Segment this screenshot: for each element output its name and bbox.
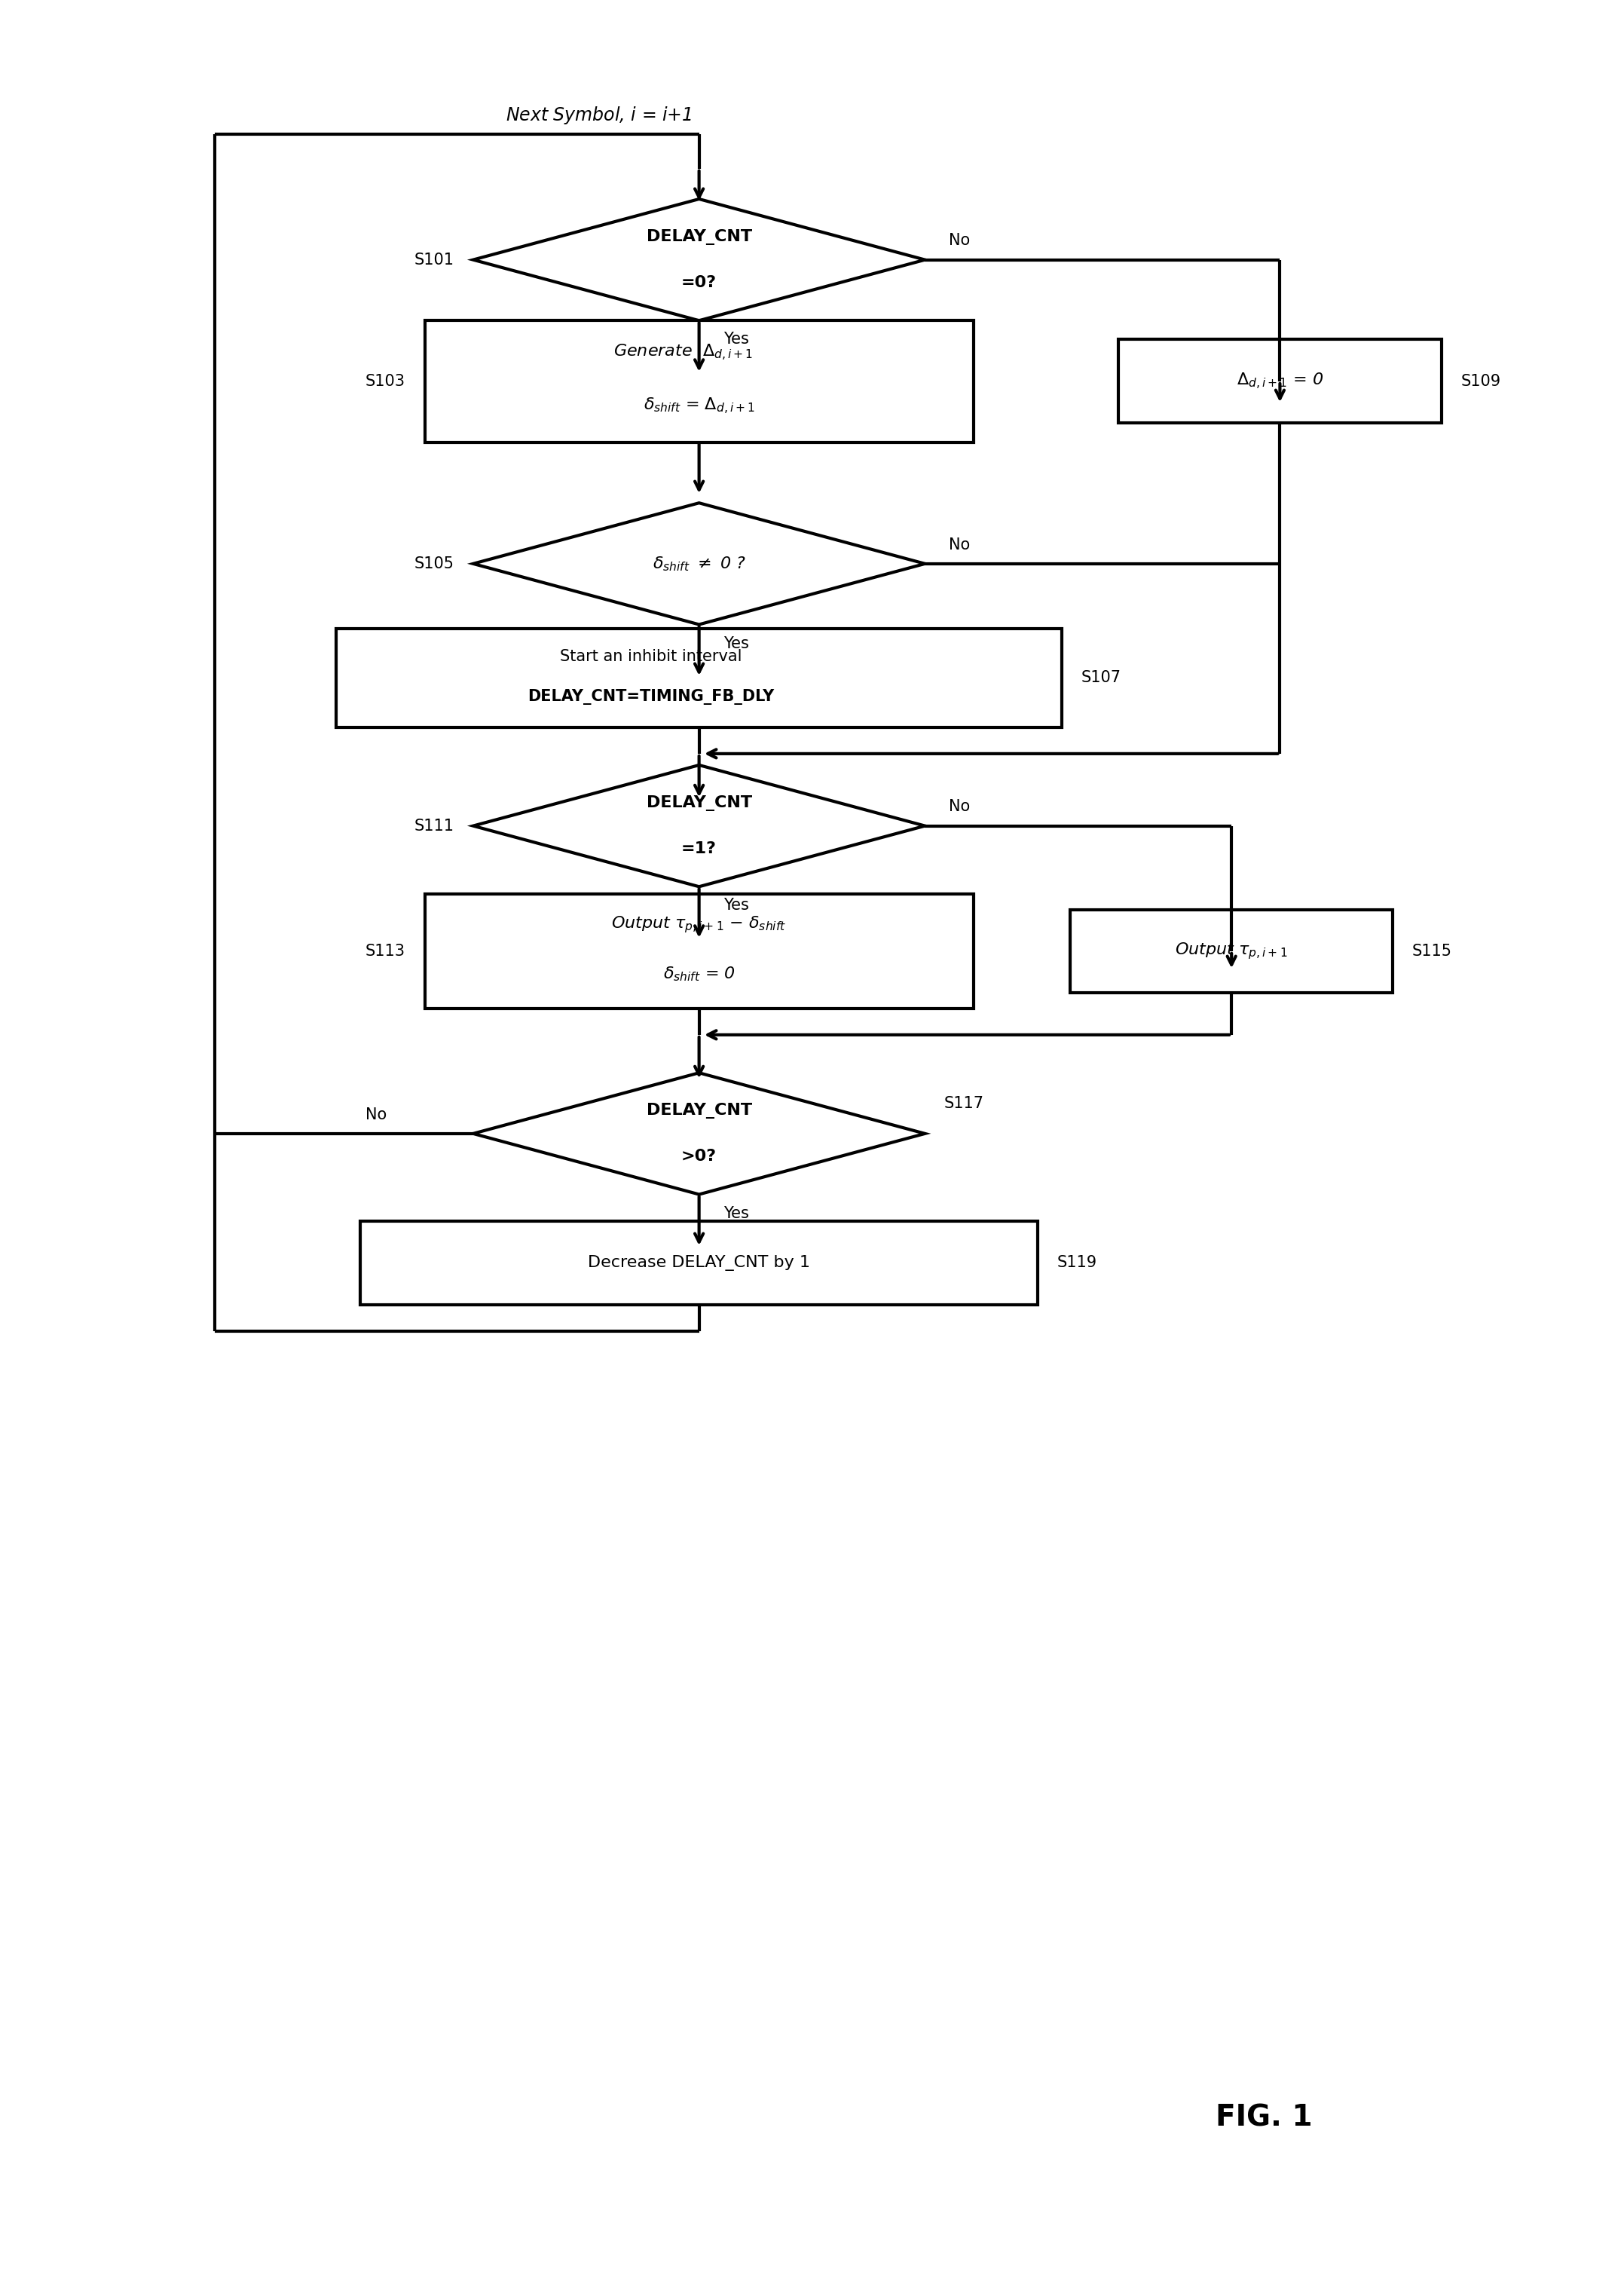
Text: No: No [365,1106,387,1122]
Text: S111: S111 [414,818,453,834]
Polygon shape [1119,339,1440,424]
Polygon shape [473,199,926,321]
Text: S109: S109 [1460,373,1501,389]
Text: DELAY_CNT: DELAY_CNT [646,795,752,811]
Text: S117: S117 [944,1095,984,1111]
Text: No: No [948,538,971,552]
Polygon shape [336,627,1062,728]
Text: $\delta_{shift}$ = $\Delta_{d,i+1}$: $\delta_{shift}$ = $\Delta_{d,i+1}$ [643,396,755,417]
Text: $\Delta_{d,i+1}$ = 0: $\Delta_{d,i+1}$ = 0 [1236,371,1324,392]
Text: No: No [948,799,971,815]
Text: Output $\tau_{p,i+1}$ $-$ $\delta_{shift}$: Output $\tau_{p,i+1}$ $-$ $\delta_{shift… [612,914,786,934]
Text: Yes: Yes [723,898,749,914]
Text: S113: S113 [365,943,406,960]
Text: Generate  $\Delta_{d,i+1}$: Generate $\Delta_{d,i+1}$ [614,343,752,362]
Text: Yes: Yes [723,332,749,348]
Polygon shape [473,765,926,886]
Text: DELAY_CNT: DELAY_CNT [646,229,752,245]
Text: >0?: >0? [682,1150,716,1163]
Text: Decrease DELAY_CNT by 1: Decrease DELAY_CNT by 1 [588,1255,810,1271]
Text: No: No [948,234,971,247]
Text: S107: S107 [1082,671,1122,685]
Text: S103: S103 [365,373,406,389]
Text: S105: S105 [414,556,453,570]
Polygon shape [425,321,973,442]
Text: $\delta_{shift}$ $\neq$ 0 ?: $\delta_{shift}$ $\neq$ 0 ? [653,554,745,572]
Polygon shape [1070,909,1393,994]
Polygon shape [361,1221,1038,1305]
Text: DELAY_CNT=TIMING_FB_DLY: DELAY_CNT=TIMING_FB_DLY [528,689,775,705]
Text: S101: S101 [414,252,453,268]
Polygon shape [473,504,926,625]
Text: $\delta_{shift}$ = 0: $\delta_{shift}$ = 0 [663,964,736,982]
Text: Next Symbol, $i$ = $i$+1: Next Symbol, $i$ = $i$+1 [505,105,692,126]
Text: Output $\tau_{p,i+1}$: Output $\tau_{p,i+1}$ [1176,941,1288,962]
Text: S115: S115 [1413,943,1452,960]
Text: FIG. 1: FIG. 1 [1215,2102,1312,2132]
Text: =1?: =1? [682,840,716,856]
Polygon shape [425,895,973,1008]
Text: =0?: =0? [682,275,716,291]
Polygon shape [473,1072,926,1195]
Text: Yes: Yes [723,1207,749,1221]
Text: Start an inhibit interval: Start an inhibit interval [560,648,742,664]
Text: Yes: Yes [723,637,749,650]
Text: S119: S119 [1057,1255,1098,1271]
Text: DELAY_CNT: DELAY_CNT [646,1104,752,1120]
